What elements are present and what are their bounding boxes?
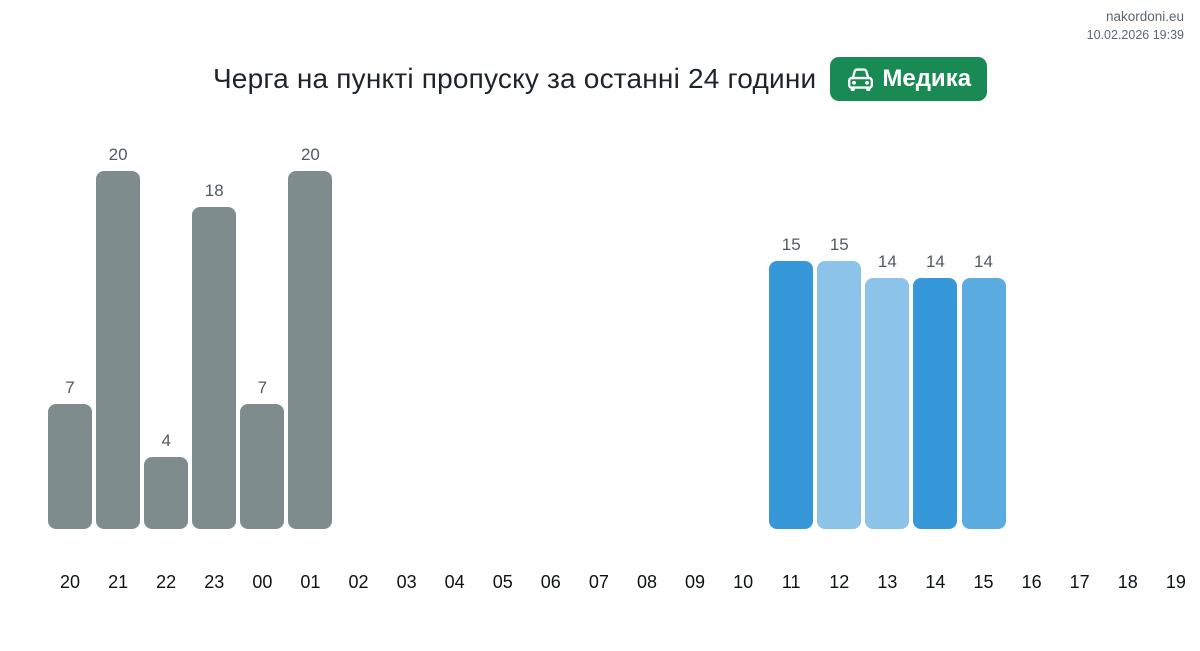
x-axis-label-03: 03 xyxy=(396,572,417,592)
bar-value-label: 14 xyxy=(877,252,897,272)
x-axis-label-10: 10 xyxy=(733,572,754,592)
car-front-icon xyxy=(846,66,875,92)
x-axis-label-04: 04 xyxy=(444,572,465,592)
x-axis-label-09: 09 xyxy=(685,572,706,592)
bar-slot-07 xyxy=(575,0,623,529)
bar-value-label: 14 xyxy=(974,252,993,272)
bar-21[interactable]: 20 xyxy=(96,145,141,529)
bar-14[interactable]: 14 xyxy=(913,252,958,529)
bar-slot-01: 20 xyxy=(286,0,334,529)
x-axis-label-08: 08 xyxy=(636,572,657,592)
bar-slot-06 xyxy=(527,0,575,529)
page-title: Черга на пункті пропуску за останні 24 г… xyxy=(212,63,817,94)
bar-slot-17 xyxy=(1056,0,1104,529)
bar-slot-22: 4 xyxy=(142,0,190,529)
timestamp: 10.02.2026 19:39 xyxy=(1086,28,1184,42)
bar-value-label: 7 xyxy=(257,377,268,397)
bar-slot-09 xyxy=(671,0,719,529)
site-name: nakordoni.eu xyxy=(1105,9,1184,24)
bar-value-label: 15 xyxy=(829,234,849,254)
bar-11[interactable]: 15 xyxy=(769,235,814,529)
bar-value-label: 20 xyxy=(108,145,128,164)
bar-slot-05 xyxy=(479,0,527,529)
bar-00[interactable]: 7 xyxy=(240,378,285,529)
checkpoint-badge[interactable]: Медика xyxy=(830,57,988,101)
bar-12[interactable]: 15 xyxy=(817,235,862,529)
bar-slot-11: 15 xyxy=(767,0,815,529)
x-axis-label-14: 14 xyxy=(925,572,946,592)
bar-slot-19 xyxy=(1152,0,1200,529)
attribution: nakordoni.eu 10.02.2026 19:39 xyxy=(1087,7,1184,45)
bar-22[interactable]: 4 xyxy=(144,431,189,529)
bar-20[interactable]: 7 xyxy=(48,378,93,529)
bar-value-label: 15 xyxy=(781,234,801,254)
bar-slot-10 xyxy=(719,0,767,529)
bar-slot-20: 7 xyxy=(46,0,94,529)
x-axis-label-21: 21 xyxy=(108,572,129,592)
bar-slot-21: 20 xyxy=(94,0,142,529)
x-axis-label-11: 11 xyxy=(781,572,801,592)
bar-slot-00: 7 xyxy=(238,0,286,529)
x-axis-labels: 20 21 22 23 00 01 02 03 04 05 06 07 08 09 10 11 12 13 14 15… xyxy=(46,567,1200,597)
x-axis-label-13: 13 xyxy=(877,572,898,592)
chart-header: Черга на пункті пропуску за останні 24 г… xyxy=(0,55,1200,103)
x-axis-label-16: 16 xyxy=(1021,572,1042,592)
bar-slot-18 xyxy=(1104,0,1152,529)
bar-slot-13: 14 xyxy=(863,0,911,529)
bar-slot-08 xyxy=(623,0,671,529)
bar-chart: 7 20 4 18 7 20 15 15 14 14 14 xyxy=(46,0,1200,529)
bar-slot-16 xyxy=(1008,0,1056,529)
bar-slot-23: 18 xyxy=(190,0,238,529)
bar-slot-14: 14 xyxy=(911,0,959,529)
x-axis-label-05: 05 xyxy=(492,572,513,592)
bar-01[interactable]: 20 xyxy=(288,145,333,529)
x-axis-label-22: 22 xyxy=(156,572,177,592)
bar-slot-02 xyxy=(334,0,382,529)
x-axis-label-15: 15 xyxy=(973,572,994,592)
bar-slot-04 xyxy=(431,0,479,529)
bar-23[interactable]: 18 xyxy=(192,181,237,529)
x-axis-label-19: 19 xyxy=(1165,572,1186,592)
checkpoint-badge-label: Медика xyxy=(882,65,972,92)
x-axis-label-17: 17 xyxy=(1069,572,1090,592)
bar-value-label: 20 xyxy=(300,145,320,164)
x-axis-label-02: 02 xyxy=(348,572,369,592)
bar-value-label: 14 xyxy=(925,252,945,272)
x-axis-label-18: 18 xyxy=(1117,572,1138,592)
x-axis-label-12: 12 xyxy=(829,572,850,592)
bar-13[interactable]: 14 xyxy=(865,252,910,529)
bar-15[interactable]: 14 xyxy=(961,252,1006,529)
x-axis-label-07: 07 xyxy=(588,572,609,592)
bar-slot-03 xyxy=(383,0,431,529)
bar-value-label: 4 xyxy=(161,431,171,451)
x-axis-label-01: 01 xyxy=(300,572,321,592)
bar-value-label: 18 xyxy=(204,180,224,200)
x-axis-label-06: 06 xyxy=(540,572,561,592)
x-axis-label-00: 00 xyxy=(252,572,273,592)
bar-slot-15: 14 xyxy=(959,0,1007,529)
bar-value-label: 7 xyxy=(65,377,75,397)
x-axis-label-23: 23 xyxy=(204,572,225,592)
x-axis-label-20: 20 xyxy=(60,572,81,592)
bar-slot-12: 15 xyxy=(815,0,863,529)
